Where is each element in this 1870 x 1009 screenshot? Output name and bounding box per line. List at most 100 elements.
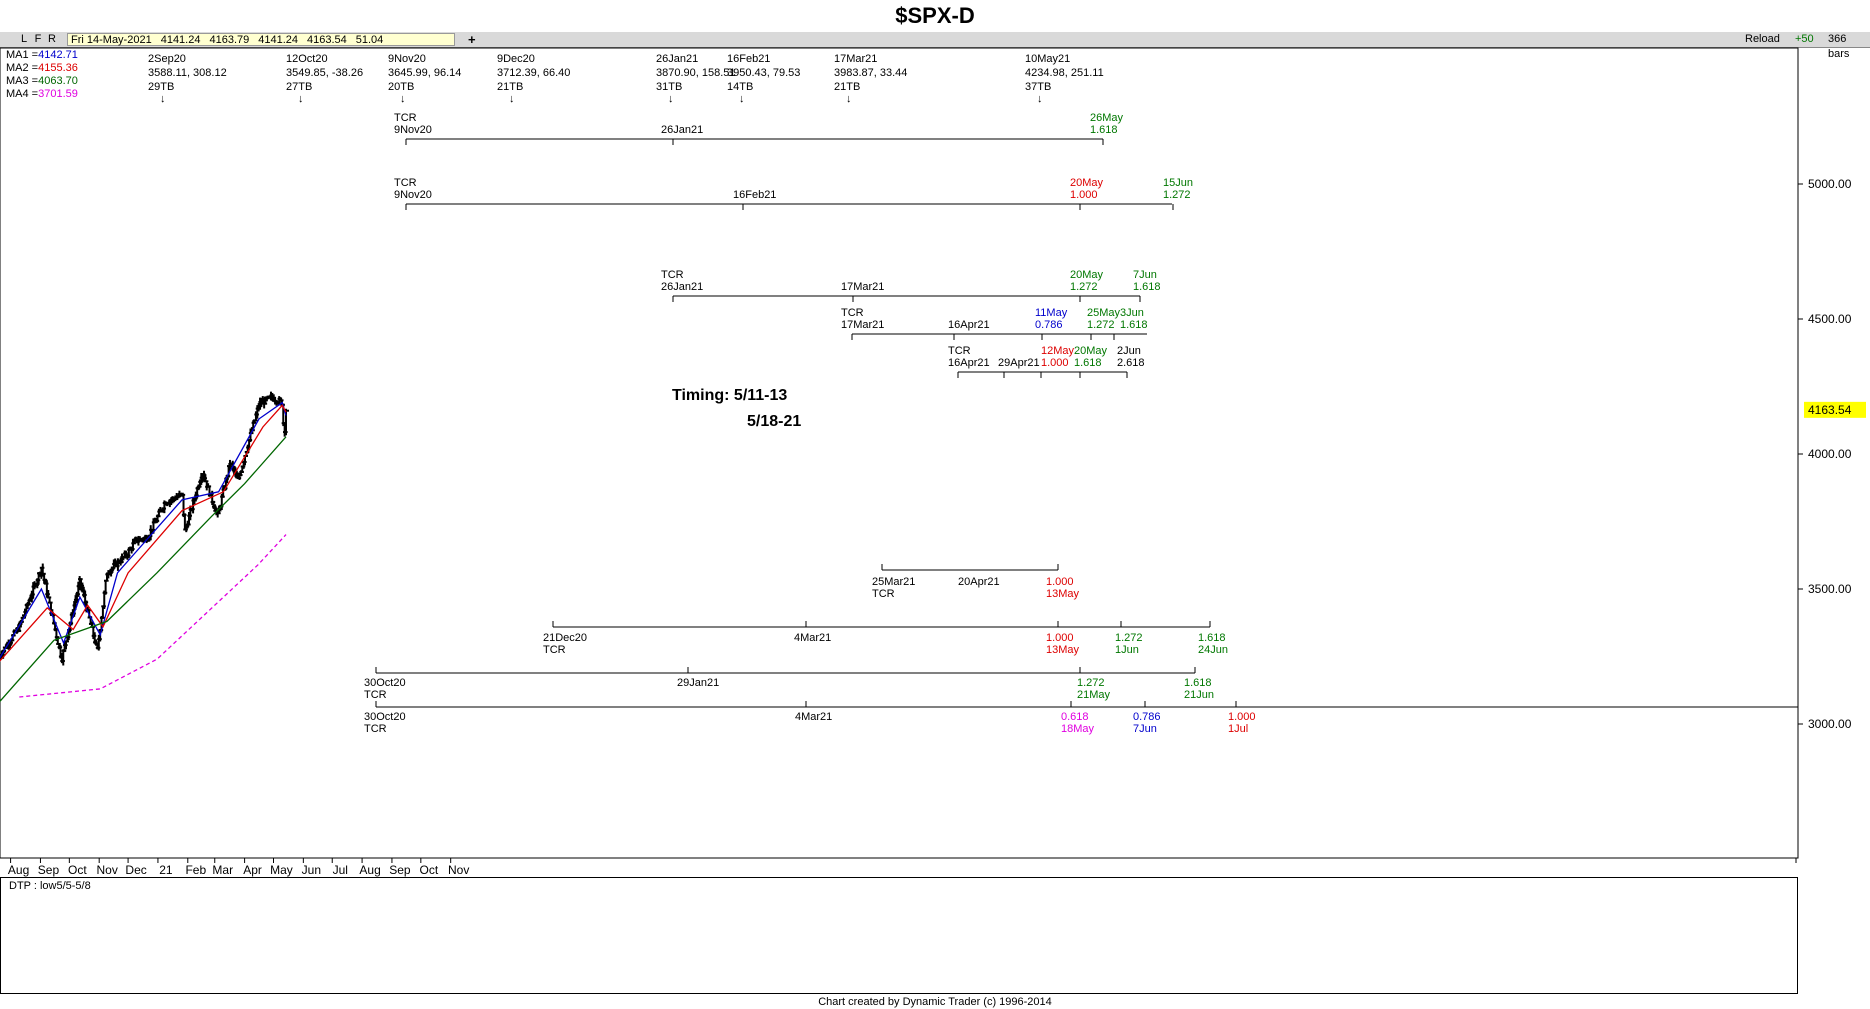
projection-label: 3Jun: [1120, 307, 1144, 319]
projection-label: 1.272: [1163, 189, 1191, 201]
swing-value-label: 3588.11, 308.12: [148, 67, 227, 79]
x-tick-label: Apr: [243, 863, 262, 877]
projection-label: 1.272: [1115, 632, 1143, 644]
x-tick-label: Mar: [212, 863, 233, 877]
projection-label: 30Oct20: [364, 677, 406, 689]
readout-high: 4163.79: [209, 34, 250, 46]
swing-value-label: 3870.90, 158.51: [656, 67, 736, 79]
ma-line-ma1: [0, 401, 287, 659]
projection-label: 15Jun: [1163, 177, 1193, 189]
projection-label: 16Apr21: [948, 319, 990, 331]
projection-label: TCR: [841, 307, 864, 319]
swing-value-label: 3950.43, 79.53: [727, 67, 800, 79]
swing-value-label: 3712.39, 66.40: [497, 67, 570, 79]
projection-label: 21May: [1077, 689, 1111, 701]
y-tick-label: 4000.00: [1808, 447, 1852, 461]
fit-button[interactable]: F: [34, 33, 42, 45]
projection-label: TCR: [394, 177, 417, 189]
ohlc-readout: Fri 14-May-2021 4141.24 4163.79 4141.24 4163…: [67, 33, 455, 46]
projection-label: 2.618: [1117, 357, 1145, 369]
reload-button[interactable]: Reload: [1745, 33, 1780, 45]
projection-label: 1Jun: [1115, 644, 1139, 656]
chart-title: $SPX-D: [895, 3, 975, 28]
projection-label: 20Apr21: [958, 576, 1000, 588]
x-tick-label: Sep: [389, 863, 411, 877]
dtp-panel: DTP : low5/5-5/8: [0, 877, 1798, 994]
readout-close: 4163.54: [307, 34, 347, 46]
x-tick-label: 21: [159, 863, 173, 877]
projection-label: 1.272: [1070, 281, 1098, 293]
x-tick-label: Nov: [97, 863, 118, 877]
projection-label: TCR: [661, 269, 684, 281]
projection-label: 20May: [1070, 177, 1104, 189]
projection-label: 1.618: [1074, 357, 1102, 369]
swing-date-label: 12Oct20: [286, 53, 328, 65]
projection-label: 12May: [1041, 345, 1075, 357]
arrow-down-icon: ↓: [1037, 93, 1043, 105]
plot-frame: [0, 47, 1799, 859]
plus-50-button[interactable]: +50: [1795, 33, 1814, 45]
swing-value-label: 3983.87, 33.44: [834, 67, 907, 79]
projection-label: 13May: [1046, 644, 1080, 656]
swing-bars-label: 20TB: [388, 81, 414, 93]
x-tick-label: Sep: [38, 863, 60, 877]
projection-label: 1.000: [1041, 357, 1069, 369]
projection-label: 1.618: [1120, 319, 1148, 331]
ma2-readout: MA2 =4155.36: [6, 62, 78, 74]
ma4-readout: MA4 =3701.59: [6, 88, 78, 100]
readout-low: 4141.24: [258, 34, 298, 46]
ohlc-bar: [283, 408, 290, 436]
readout-change: 51.04: [355, 34, 384, 46]
projection-label: 1.272: [1087, 319, 1115, 331]
projection-label: 1Jul: [1228, 723, 1248, 735]
x-tick-label: Aug: [359, 863, 380, 877]
projection-label: 20May: [1070, 269, 1104, 281]
timing-label-1: Timing: 5/11-13: [672, 387, 787, 404]
projection-label: 21Dec20: [543, 632, 587, 644]
swing-date-label: 16Feb21: [727, 53, 770, 65]
ma-line-ma2: [0, 404, 287, 662]
y-tick-label: 4500.00: [1808, 312, 1852, 326]
left-button[interactable]: L: [20, 33, 28, 45]
ma3-readout: MA3 =4063.70: [6, 75, 78, 87]
projection-label: 24Jun: [1198, 644, 1228, 656]
x-tick-label: Oct: [419, 863, 438, 877]
swing-date-label: 2Sep20: [148, 53, 186, 65]
ma1-readout: MA1 =4142.71: [6, 49, 78, 61]
projection-label: 13May: [1046, 588, 1080, 600]
add-button[interactable]: +: [468, 32, 476, 47]
readout-date: Fri 14-May-2021: [71, 34, 152, 46]
last-price-box: [1804, 401, 1866, 418]
ma-line-ma3: [0, 436, 287, 703]
projection-label: 20May: [1074, 345, 1108, 357]
swing-value-label: 3645.99, 96.14: [388, 67, 461, 79]
swing-date-label: 10May21: [1025, 53, 1070, 65]
projection-label: 1.618: [1133, 281, 1161, 293]
timing-label-2: 5/18-21: [747, 413, 801, 430]
projection-label: 0.786: [1035, 319, 1063, 331]
projection-label: 1.000: [1228, 711, 1256, 723]
projection-label: 17Mar21: [841, 319, 884, 331]
dtp-label: DTP : low5/5-5/8: [9, 880, 91, 892]
swing-bars-label: 31TB: [656, 81, 682, 93]
arrow-down-icon: ↓: [739, 93, 745, 105]
arrow-down-icon: ↓: [160, 93, 166, 105]
right-button[interactable]: R: [48, 33, 56, 45]
projection-label: 9Nov20: [394, 124, 432, 136]
x-tick-label: Aug: [8, 863, 29, 877]
x-tick-label: Jul: [333, 863, 348, 877]
y-tick-label: 3000.00: [1808, 717, 1852, 731]
y-tick-label: 3500.00: [1808, 582, 1852, 596]
projection-label: 18May: [1061, 723, 1095, 735]
swing-bars-label: 21TB: [497, 81, 523, 93]
readout-open: 4141.24: [160, 34, 201, 46]
y-tick-label: 5000.00: [1808, 177, 1852, 191]
arrow-down-icon: ↓: [846, 93, 852, 105]
